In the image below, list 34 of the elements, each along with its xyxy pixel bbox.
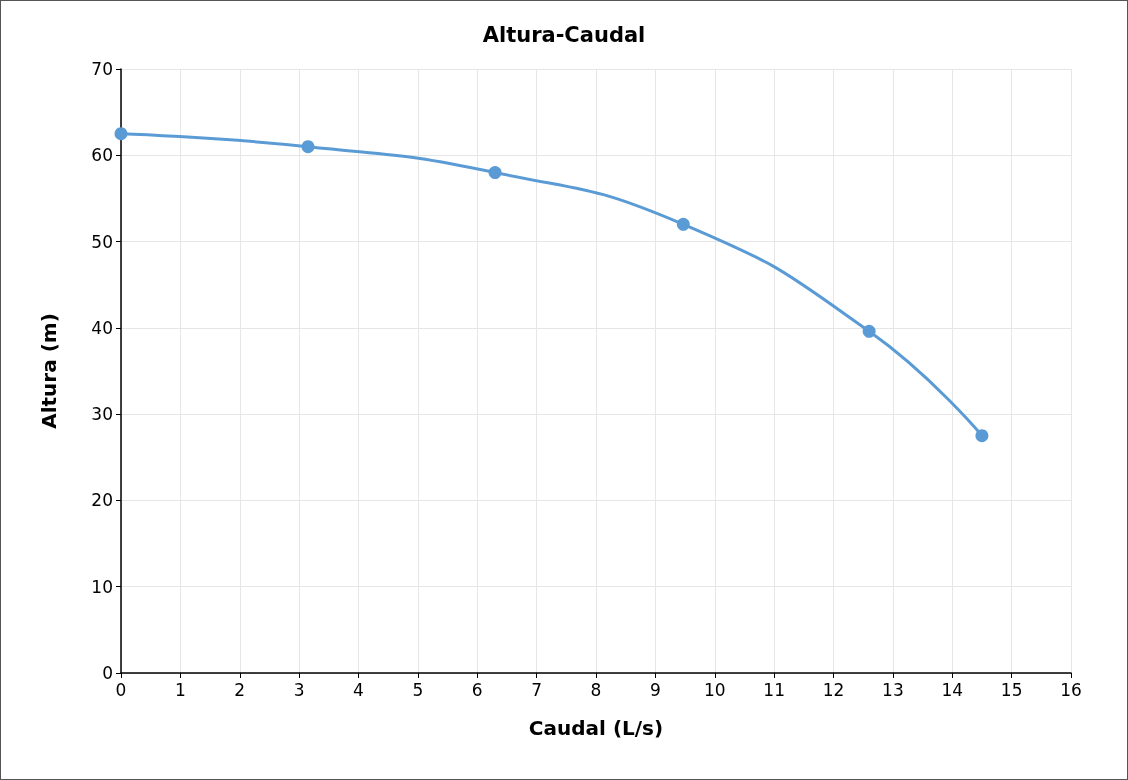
x-tick-label: 3 xyxy=(293,679,305,700)
x-axis-title: Caudal (L/s) xyxy=(528,716,664,740)
point xyxy=(676,217,690,231)
point xyxy=(114,127,128,141)
x-tick-label: 9 xyxy=(649,679,661,700)
x-tick-label: 8 xyxy=(590,679,602,700)
x-tick-label: 13 xyxy=(882,679,904,700)
x-tick-label: 12 xyxy=(822,679,845,700)
x-tick-label: 2 xyxy=(234,679,246,700)
chart-title: Altura-Caudal xyxy=(482,22,646,47)
x-tick-label: 4 xyxy=(353,679,364,700)
y-tick-label: 10 xyxy=(91,576,113,597)
point xyxy=(301,140,315,154)
x-tick-label: 15 xyxy=(1000,679,1023,700)
y-tick-label: 30 xyxy=(91,404,113,425)
y-tick-label: 40 xyxy=(91,317,113,338)
x-tick-label: 11 xyxy=(763,679,785,700)
point xyxy=(862,324,876,338)
x-tick-label: 14 xyxy=(941,679,964,700)
x-tick-label: 10 xyxy=(703,679,726,700)
x-tick-label: 6 xyxy=(471,679,483,700)
x-tick-label: 5 xyxy=(412,679,424,700)
y-tick-label: 60 xyxy=(91,145,113,166)
x-tick-label: 16 xyxy=(1060,679,1082,700)
y-tick-label: 0 xyxy=(102,663,113,683)
x-tick-label: 0 xyxy=(115,679,127,700)
y-tick-label: 20 xyxy=(91,490,113,511)
x-tick-label: 1 xyxy=(174,679,186,700)
point xyxy=(975,429,989,443)
x-tick-label: 7 xyxy=(531,679,543,700)
point xyxy=(488,166,502,180)
y-tick-label: 70 xyxy=(91,59,113,79)
y-tick-label: 50 xyxy=(91,231,113,252)
y-axis-title: Altura (m) xyxy=(37,313,61,429)
